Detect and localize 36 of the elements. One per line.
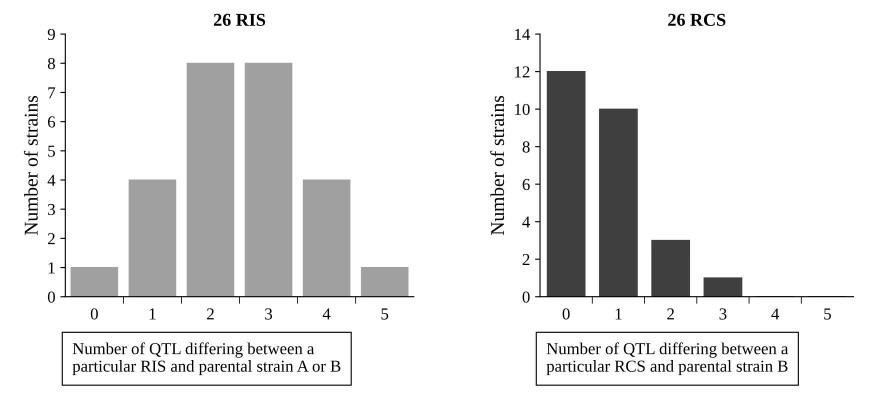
- y-tick-label: 7: [48, 87, 56, 98]
- y-tick-label: 0: [48, 291, 55, 303]
- y-tick-label: 9: [48, 28, 55, 40]
- x-tick-label: 0: [562, 308, 570, 320]
- x-tick-label: 4: [771, 308, 780, 320]
- x-axis-title: Number of QTL differing between a particular RCS and parental strain B: [546, 342, 788, 376]
- y-tick-label: 4: [48, 174, 56, 186]
- y-tick-label: 1: [48, 262, 55, 274]
- y-tick-label: 8: [48, 58, 55, 70]
- y-tick-label: 2: [522, 254, 530, 265]
- y-tick-label: 14: [515, 28, 530, 40]
- x-tick-label: 5: [381, 308, 388, 320]
- chart-title: 26 RCS: [668, 14, 726, 26]
- y-tick-label: 3: [48, 204, 55, 216]
- y-tick-label: 10: [515, 104, 530, 116]
- x-tick-label: 4: [322, 308, 331, 320]
- y-axis-title: Number of strains: [24, 96, 38, 236]
- y-tick-label: 12: [515, 66, 530, 78]
- y-tick-label: 2: [48, 233, 55, 244]
- y-tick-label: 8: [522, 141, 530, 153]
- x-tick-label: 2: [207, 308, 214, 320]
- x-axis-title: Number of QTL differing between a particular RIS and parental strain A or B: [72, 342, 340, 376]
- y-axis-title: Number of strains: [490, 96, 504, 236]
- x-tick-label: 3: [265, 308, 272, 320]
- y-tick-label: 4: [522, 216, 530, 228]
- x-tick-label: 5: [824, 308, 831, 320]
- y-tick-label: 5: [48, 146, 55, 157]
- y-tick-label: 6: [48, 116, 56, 128]
- x-tick-label: 1: [150, 308, 156, 320]
- x-tick-label: 3: [720, 308, 726, 320]
- y-tick-label: 6: [522, 178, 530, 190]
- x-tick-label: 0: [90, 308, 98, 320]
- x-tick-label: 2: [667, 308, 674, 320]
- y-tick-label: 0: [522, 291, 530, 303]
- x-tick-label: 1: [616, 308, 622, 320]
- chart-title: 26 RIS: [214, 14, 266, 26]
